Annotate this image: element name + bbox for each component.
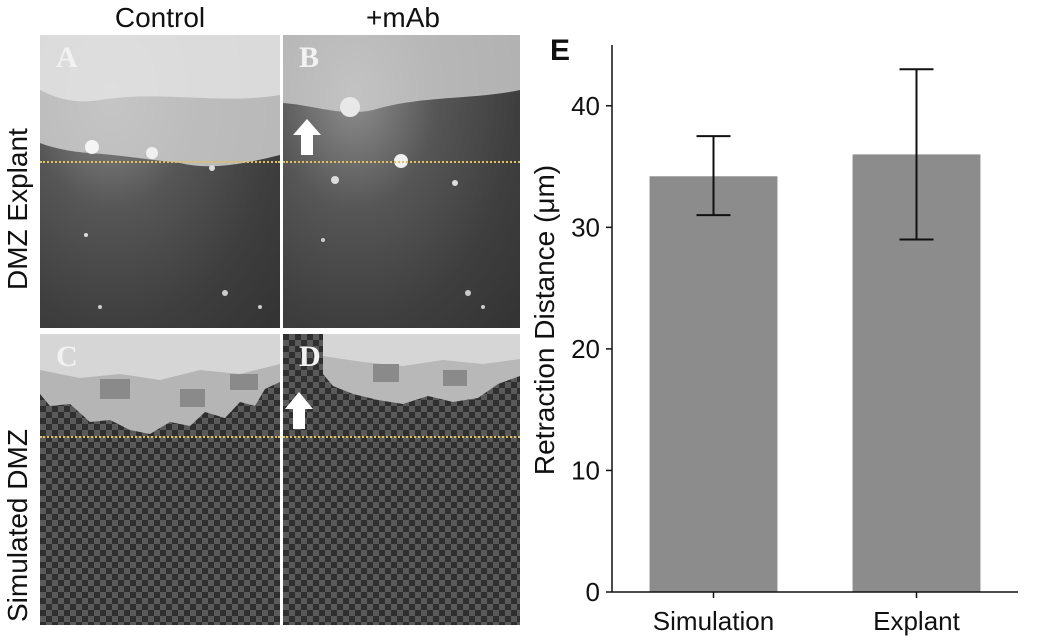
- row-header-dmz-explant: DMZ Explant: [2, 128, 33, 290]
- panel-c-simulated-control: C: [40, 334, 280, 625]
- panel-b-explant-mab: B: [283, 35, 520, 328]
- column-header-control: Control: [114, 2, 206, 33]
- column-header-mab: +mAb: [366, 2, 440, 33]
- y-tick-label: 10: [571, 455, 600, 485]
- arrow-up-icon: [285, 392, 313, 429]
- panel-d-cells: [285, 334, 520, 429]
- x-tick-label: Simulation: [653, 606, 774, 636]
- panel-label-c: C: [56, 340, 78, 373]
- bar-simulation: [649, 176, 778, 592]
- y-tick-label: 30: [571, 212, 600, 242]
- panel-label-d: D: [299, 340, 321, 373]
- y-axis-label: Retraction Distance (μm): [529, 165, 560, 475]
- y-tick-label: 20: [571, 334, 600, 364]
- y-tick-label: 40: [571, 91, 600, 121]
- panel-c-cells: [40, 334, 280, 434]
- panel-b-texture: [283, 35, 520, 309]
- guide-line: [40, 436, 280, 438]
- panel-label-a: A: [56, 41, 78, 74]
- guide-line: [283, 161, 520, 163]
- bar-chart: E Retraction Distance (μm) Simulation Exp…: [529, 34, 1018, 636]
- y-tick-label: 0: [586, 577, 600, 607]
- panel-a-explant-control: A: [40, 35, 280, 328]
- chart-panel-label: E: [550, 34, 570, 67]
- panel-a-texture: [40, 35, 280, 309]
- guide-line: [283, 436, 520, 438]
- arrow-up-icon: [293, 119, 321, 155]
- panel-label-b: B: [299, 41, 320, 74]
- guide-line: [40, 161, 280, 163]
- x-tick-label: Explant: [873, 606, 960, 636]
- row-header-simulated-dmz: Simulated DMZ: [2, 429, 33, 622]
- panel-d-simulated-mab: D: [283, 334, 520, 625]
